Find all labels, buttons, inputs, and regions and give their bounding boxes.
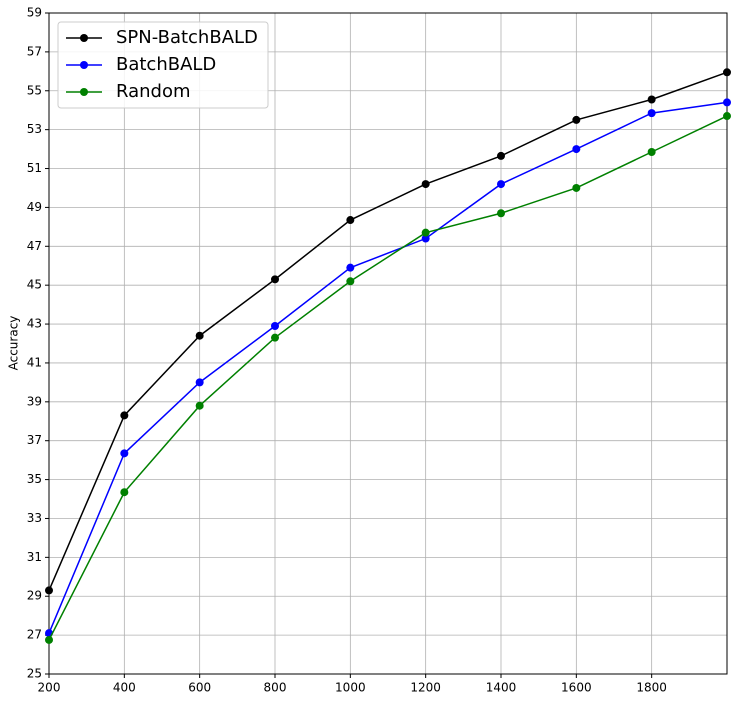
data-point: [346, 277, 355, 286]
y-tick-label: 59: [27, 6, 42, 20]
y-tick-label: 25: [27, 667, 42, 681]
legend-box: [57, 21, 269, 109]
x-tick-label: 1000: [335, 681, 366, 695]
y-tick-label: 55: [27, 83, 42, 97]
data-point: [195, 401, 204, 410]
data-point: [572, 115, 581, 124]
y-tick-label: 57: [27, 44, 42, 58]
x-tick-label: 400: [113, 681, 136, 695]
data-point: [647, 109, 656, 118]
y-tick-label: 41: [27, 355, 42, 369]
legend-label: SPN-BatchBALD: [116, 27, 258, 48]
y-tick-label: 35: [27, 472, 42, 486]
y-tick-label: 37: [27, 433, 42, 447]
legend-marker: [80, 88, 88, 96]
y-tick-label: 53: [27, 122, 42, 136]
data-point: [346, 263, 355, 272]
data-point: [723, 112, 731, 121]
data-point: [421, 234, 430, 243]
data-point: [195, 331, 204, 340]
data-point: [421, 180, 430, 189]
data-point: [647, 95, 656, 104]
legend-marker: [80, 34, 88, 42]
x-tick-label: 1400: [486, 681, 517, 695]
series-line: [48, 115, 728, 641]
y-axis-label: Accuracy: [7, 316, 21, 371]
data-point: [497, 209, 505, 218]
y-tick-label: 45: [27, 278, 42, 292]
legend-marker: [80, 61, 88, 69]
x-tick-label: 1200: [410, 681, 441, 695]
x-tick-label: 1600: [561, 681, 592, 695]
series-line: [48, 101, 728, 634]
y-tick-label: 33: [27, 511, 42, 525]
x-tick-label: 1800: [636, 681, 667, 695]
data-point: [271, 322, 279, 331]
data-point: [271, 333, 279, 342]
data-point: [497, 180, 505, 189]
data-point: [45, 586, 53, 595]
data-point: [572, 183, 581, 192]
y-tick-label: 29: [27, 589, 42, 603]
y-tick-label: 47: [27, 239, 42, 253]
y-tick-label: 39: [27, 394, 42, 408]
data-point: [723, 68, 731, 77]
plot-frame: [48, 12, 728, 675]
y-tick-label: 43: [27, 317, 42, 331]
data-point: [421, 228, 430, 237]
data-point: [572, 145, 581, 154]
legend-label: Random: [116, 81, 191, 102]
y-tick-label: 49: [27, 200, 42, 214]
x-tick-label: 600: [188, 681, 211, 695]
data-point: [497, 151, 505, 160]
data-point: [346, 216, 355, 225]
y-tick-label: 27: [27, 628, 42, 642]
data-point: [271, 275, 279, 284]
series-line: [48, 71, 728, 591]
data-point: [647, 148, 656, 157]
y-tick-label: 51: [27, 161, 42, 175]
data-point: [120, 449, 129, 458]
data-point: [723, 98, 731, 107]
x-tick-label: 200: [38, 681, 61, 695]
data-point: [195, 378, 204, 387]
data-point: [120, 488, 129, 497]
x-tick-label: 800: [264, 681, 287, 695]
legend-label: BatchBALD: [116, 54, 216, 75]
y-tick-label: 31: [27, 550, 42, 564]
data-point: [120, 411, 129, 420]
data-point: [45, 635, 53, 644]
